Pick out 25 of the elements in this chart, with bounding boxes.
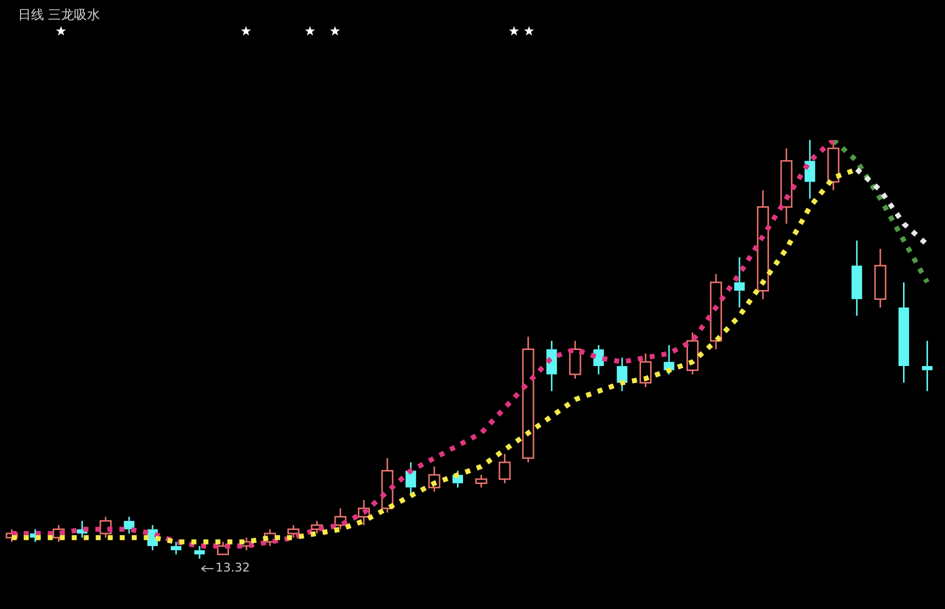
candlestick [922, 340, 933, 392]
candlestick [686, 332, 699, 376]
candlestick [522, 336, 534, 464]
candlestick [852, 240, 862, 317]
candlestick [381, 457, 394, 514]
candlestick [498, 453, 511, 484]
candlestick [124, 516, 134, 534]
candlestick [710, 273, 722, 350]
candlestick [734, 256, 745, 308]
candlestick [194, 545, 205, 560]
candlestick [358, 499, 370, 526]
candlestick [804, 139, 816, 200]
candlestick [170, 541, 182, 556]
candlestick [780, 148, 792, 224]
candlestick [569, 340, 582, 380]
candlestick [756, 189, 769, 300]
candlestick [898, 282, 910, 384]
text: 13.32 [216, 560, 250, 575]
candlestick [428, 466, 440, 492]
candlestick [334, 508, 346, 530]
candlestick [616, 356, 628, 392]
candlestick [406, 462, 416, 497]
candlestick [640, 352, 652, 388]
candlestick [874, 248, 886, 308]
chart-title: 日线 三龙吸水 [18, 7, 100, 24]
